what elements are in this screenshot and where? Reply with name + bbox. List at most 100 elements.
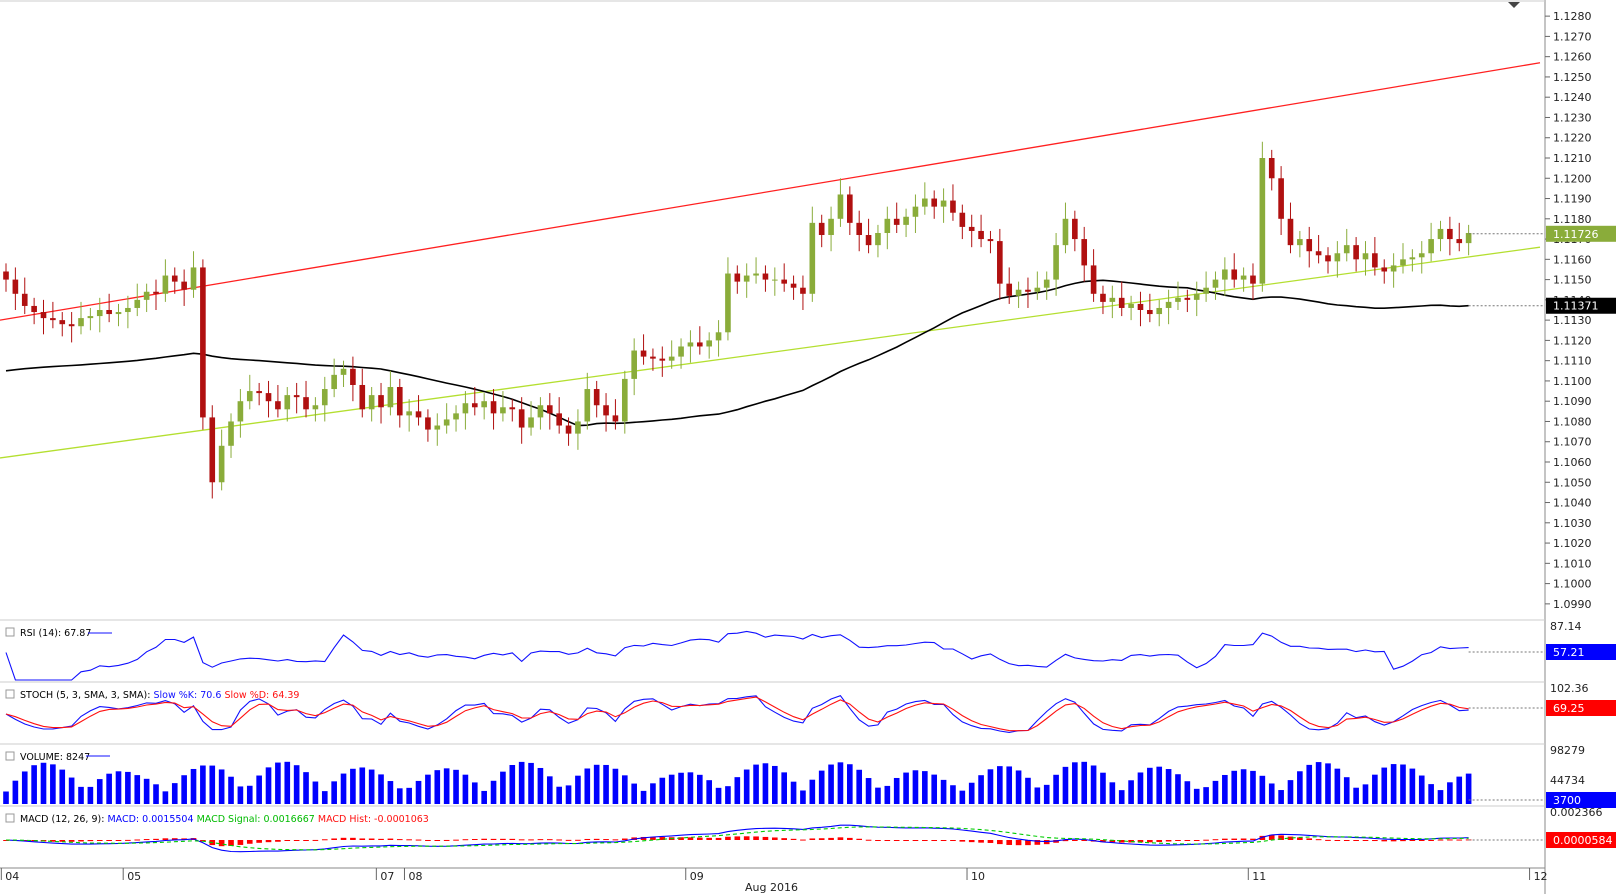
candle-body: [153, 291, 159, 294]
candle-body: [593, 389, 600, 406]
candle-body: [790, 283, 797, 288]
macd-hist-bar: [275, 840, 281, 842]
indicator-series: 57.21 69.25 3700 0.0000584: [3, 630, 1616, 853]
volume-bar: [256, 775, 262, 804]
volume-bar: [490, 780, 497, 804]
volume-bar: [1015, 770, 1022, 804]
y-tick-label: 1.1020: [1553, 537, 1592, 550]
candle-body: [396, 387, 403, 416]
volume-bar: [143, 778, 150, 804]
macd-hist-bar: [59, 840, 66, 842]
price-tags: 1.11726 1.11371: [1468, 225, 1616, 314]
volume-bar: [1390, 764, 1397, 804]
macd-hist-bar: [228, 840, 234, 846]
macd-hist-bar: [1240, 838, 1247, 840]
candle-body: [171, 275, 178, 282]
y-tick-label: 1.1180: [1553, 213, 1592, 226]
volume-bar: [1128, 780, 1134, 804]
y-tick-label: 1.1250: [1553, 71, 1592, 84]
macd-hist-bar: [1343, 840, 1350, 841]
candle-body: [1334, 253, 1341, 262]
y-tick-label: 1.1200: [1553, 172, 1592, 185]
stoch-label: STOCH (5, 3, SMA, 3, SMA):: [20, 690, 150, 701]
candle-body: [1109, 297, 1116, 302]
collapse-arrow-icon[interactable]: [1508, 2, 1520, 8]
macd-hist-bar: [612, 839, 619, 841]
indicator-axes: 87.14 102.36 98279 44734 0.002366: [1550, 620, 1603, 819]
macd-hist-bar: [537, 839, 544, 841]
candle-body: [1297, 239, 1303, 246]
candle-body: [1259, 158, 1266, 284]
x-tick-label: 05: [127, 870, 141, 883]
candle-body: [340, 368, 347, 375]
candle-body: [1222, 269, 1228, 280]
macd-hist-bar: [772, 837, 778, 840]
macd-hist-bar: [696, 837, 703, 840]
macd-hist-bar: [462, 839, 469, 841]
candle-body: [509, 407, 516, 410]
volume-bar: [1437, 790, 1444, 804]
candle-body: [1184, 297, 1191, 300]
candle-body: [303, 397, 309, 410]
volume-bar: [950, 785, 956, 804]
volume-bar: [415, 780, 422, 804]
candle-body: [443, 419, 450, 426]
macd-hist-bar: [1437, 839, 1444, 841]
macd-hist-bar: [143, 839, 150, 841]
candle-body: [706, 340, 712, 347]
candle-body: [978, 230, 984, 240]
volume-bar: [396, 788, 403, 804]
candle-body: [481, 401, 487, 408]
macd-tag-box: [1546, 832, 1616, 848]
y-tick-label: 1.0990: [1553, 598, 1592, 611]
macd-hist-bar: [509, 838, 516, 840]
macd-hist-bar: [284, 840, 291, 841]
volume-bar: [931, 774, 938, 804]
candle-body: [50, 318, 56, 321]
macd-signal-line: [5, 826, 1469, 851]
stoch-k-label: Slow %K: 70.6: [154, 690, 222, 701]
candle-body: [612, 415, 619, 422]
candle-body: [668, 356, 675, 361]
macd-hist-bar: [1456, 839, 1463, 841]
volume-bar: [1315, 762, 1322, 804]
candle-body: [1137, 303, 1144, 310]
volume-bar: [462, 774, 469, 804]
candle-body: [1043, 279, 1050, 288]
macd-hist-bar: [331, 838, 337, 840]
candle-body: [772, 279, 778, 281]
volume-bar: [1465, 773, 1472, 804]
volume-tag: 3700: [1553, 794, 1581, 807]
y-tick-label: 1.1240: [1553, 91, 1592, 104]
svg-text:MACD (12, 26, 9): MACD:: MACD (12, 26, 9): MACD: 0.0015504 MACD S…: [20, 814, 429, 825]
volume-bar: [772, 765, 778, 804]
volume-bar: [818, 770, 825, 804]
macd-hist-bar: [21, 840, 28, 841]
volume-bar: [425, 774, 431, 804]
candle-body: [865, 235, 872, 246]
macd-hist-bar: [443, 839, 450, 841]
macd-hist-bar: [575, 839, 581, 841]
volume-bar: [134, 775, 141, 804]
upper-trendline: [0, 62, 1541, 321]
candle-body: [725, 273, 731, 333]
macd-hist-bar: [556, 839, 562, 841]
volume-bar: [612, 768, 619, 804]
macd-hist-bar: [1259, 835, 1266, 840]
candle-body: [1287, 218, 1294, 246]
candle-body: [1362, 253, 1369, 260]
candle-body: [462, 403, 469, 414]
macd-hist-bar: [725, 836, 731, 840]
volume-bar: [1353, 787, 1359, 804]
volume-bar: [528, 762, 534, 804]
macd-hist-bar: [1175, 840, 1181, 841]
candle-body: [12, 279, 19, 294]
volume-bar: [350, 768, 356, 804]
stoch-d-label: Slow %D: 64.39: [224, 690, 299, 701]
time-x-axis: Aug 2016 04050708091011121415: [0, 868, 1548, 894]
volume-bar: [1306, 764, 1313, 804]
volume-bar: [368, 769, 375, 804]
candle-body: [78, 318, 84, 327]
candle-body: [537, 405, 544, 418]
volume-bar: [162, 791, 169, 804]
